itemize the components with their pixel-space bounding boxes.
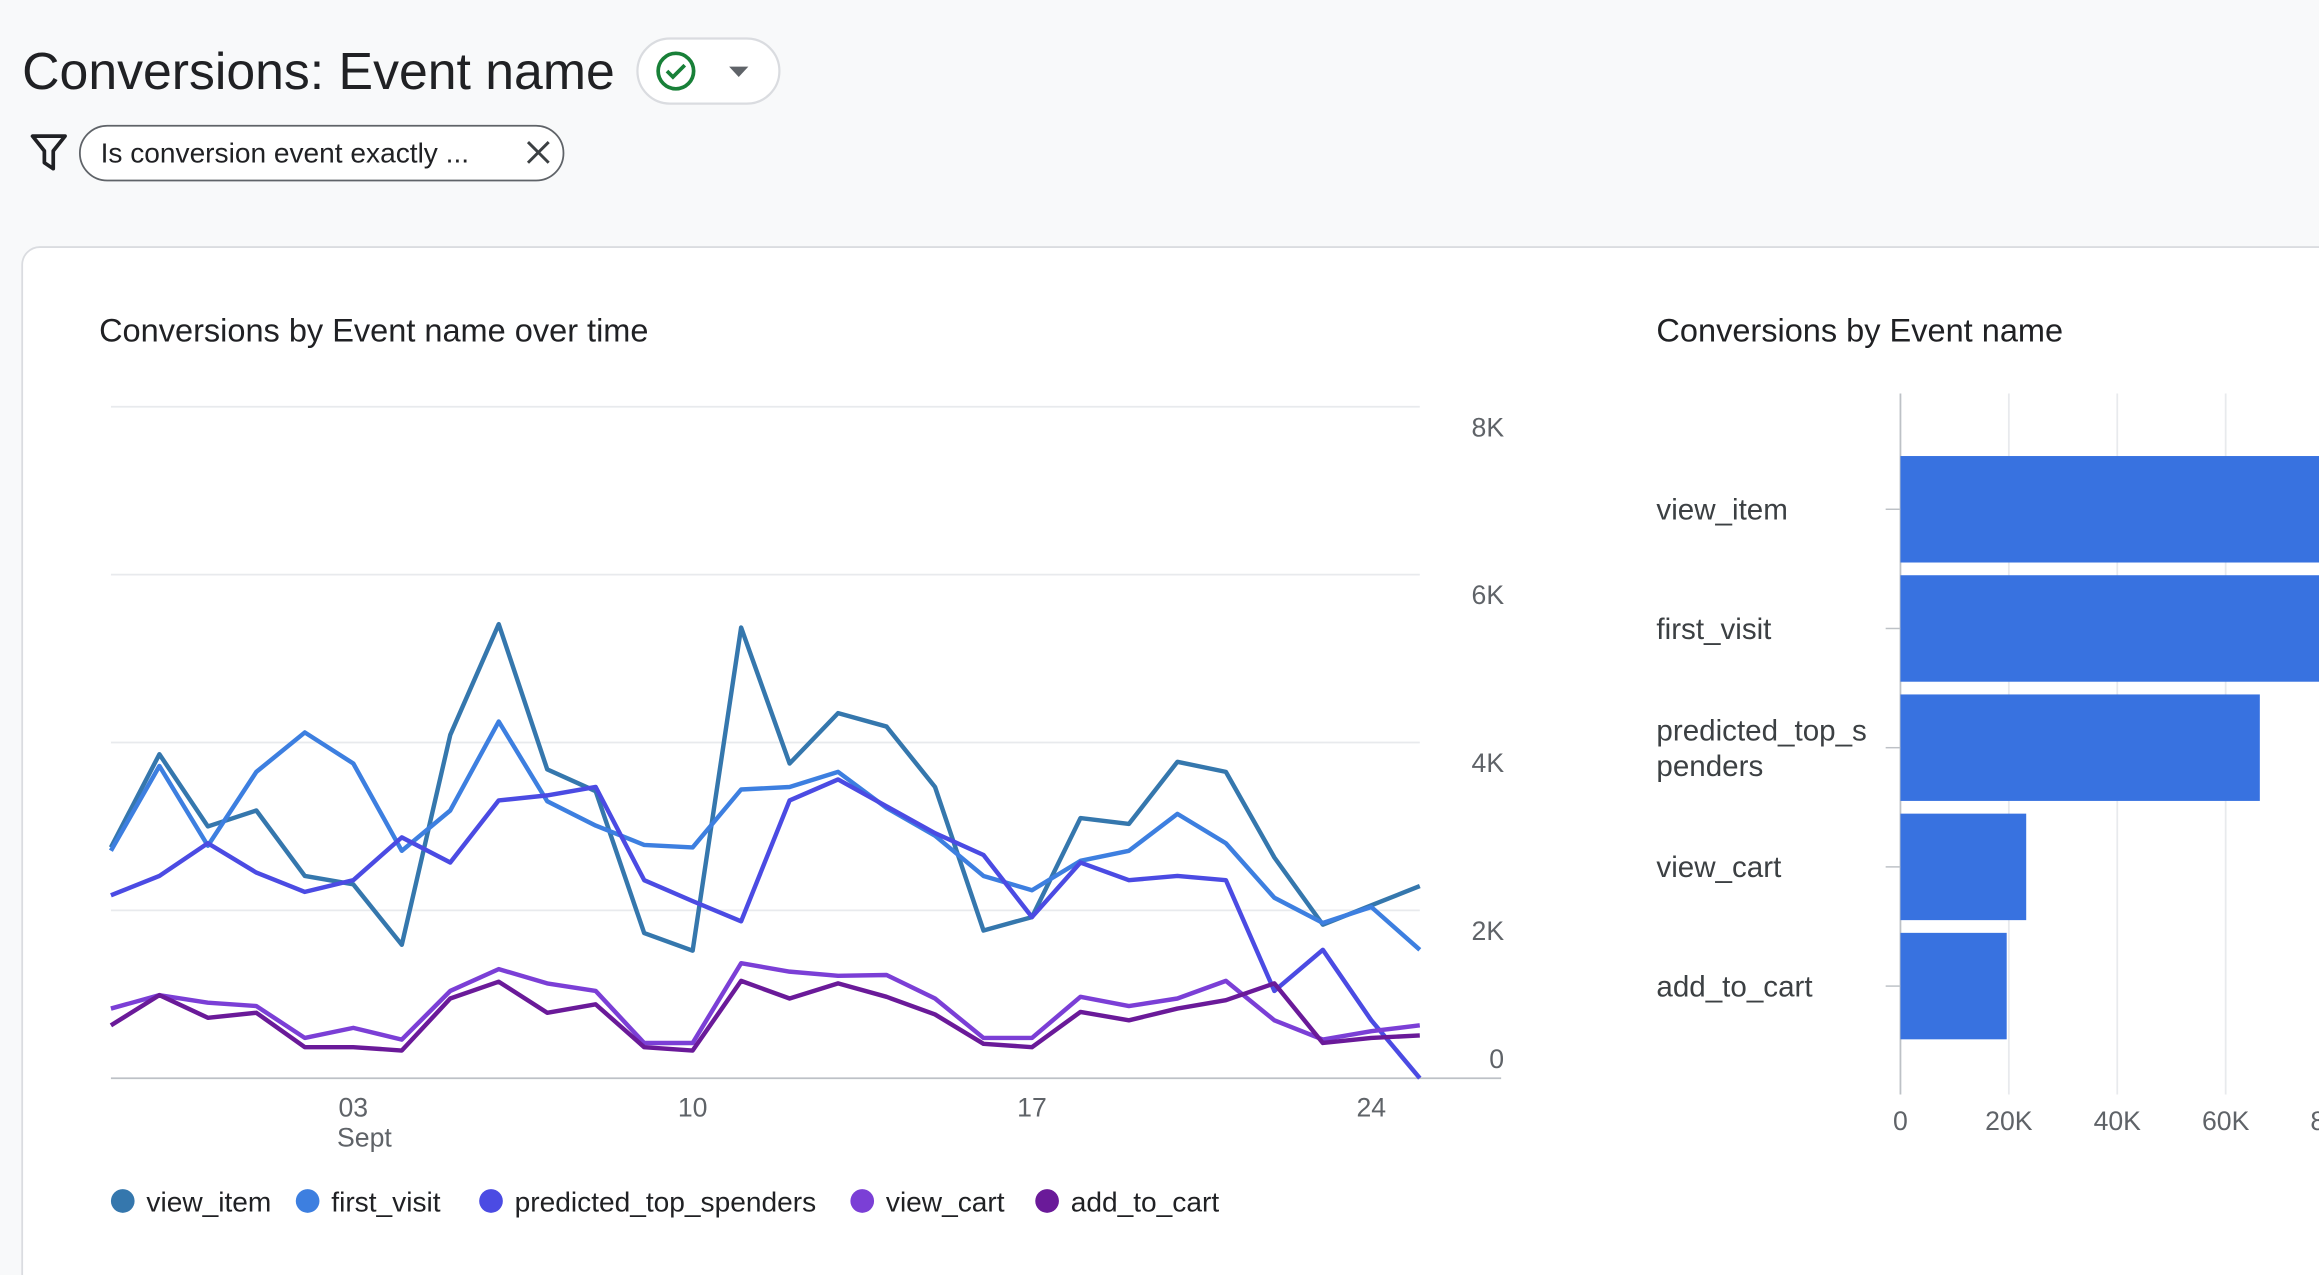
- filter-icon: [30, 134, 67, 171]
- legend-swatch: [850, 1189, 875, 1213]
- bar: [1900, 456, 2319, 563]
- series-line: [108, 621, 1421, 953]
- x-tick-label: 03: [339, 1093, 369, 1123]
- card: [21, 246, 2319, 1275]
- legend-swatch: [110, 1189, 135, 1213]
- y-tick-label: 4K: [1472, 748, 1505, 778]
- check-icon: [656, 51, 696, 91]
- legend-label: view_item: [146, 1186, 271, 1217]
- check-mark: [665, 63, 687, 80]
- filter-text: Is conversion event exactly ...: [101, 138, 470, 169]
- chart-title: Conversions by Event name: [1656, 313, 2063, 349]
- filter-chip[interactable]: [78, 124, 565, 182]
- legend-swatch: [479, 1189, 503, 1213]
- y-tick-label: first_visit: [1656, 613, 1771, 646]
- y-tick-label: predicted_top_s penders: [1656, 714, 1866, 782]
- y-tick-label: 0: [1489, 1044, 1504, 1074]
- chart-title: Conversions by Event name over time: [99, 313, 648, 349]
- legend-label: predicted_top_spenders: [515, 1186, 816, 1217]
- label-line: penders: [1656, 750, 1763, 783]
- bar: [1900, 932, 2007, 1040]
- series-line: [108, 719, 1422, 952]
- y-tick-label: 2K: [1472, 916, 1505, 946]
- bar: [1900, 575, 2319, 682]
- x-tick-label: 17: [1017, 1093, 1047, 1123]
- legend-swatch: [295, 1189, 320, 1213]
- y-tick-label: add_to_cart: [1656, 970, 1812, 1003]
- x-tick-label: 24: [1357, 1093, 1387, 1123]
- line-chart: Conversions by Event name over time 0 2K 4K…: [99, 313, 1504, 1218]
- x-tick-label: 10: [678, 1093, 708, 1123]
- series-line: [110, 961, 1421, 1046]
- legend-swatch: [1035, 1189, 1059, 1213]
- series-line: [109, 978, 1420, 1053]
- x-tick-label: 0: [1893, 1106, 1908, 1136]
- y-tick-label: 8K: [1472, 412, 1505, 442]
- legend-label: first_visit: [331, 1186, 440, 1217]
- y-tick-label: view_item: [1656, 494, 1787, 527]
- y-tick-label: 6K: [1472, 580, 1505, 610]
- x-tick-label: 60K: [2202, 1106, 2250, 1136]
- label-line: predicted_top_s: [1656, 714, 1866, 747]
- legend-label: view_cart: [886, 1186, 1005, 1217]
- legend-label: add_to_cart: [1071, 1186, 1220, 1217]
- x-tick-label: 80K: [2310, 1106, 2319, 1136]
- x-tick-label: 20K: [1985, 1106, 2033, 1136]
- y-tick-label: view_cart: [1656, 851, 1781, 884]
- x-sublabel: Sept: [337, 1122, 392, 1152]
- bar: [1900, 813, 2027, 921]
- bar: [1900, 694, 2260, 801]
- remove-filter[interactable]: [526, 141, 550, 164]
- series-line: [110, 777, 1422, 1080]
- page-title: Conversions: Event name: [22, 42, 615, 100]
- x-tick-label: 40K: [2094, 1106, 2142, 1136]
- bar-chart: Conversions by Event name 0 20K 40K 60K 80K vi…: [1656, 313, 2319, 1136]
- dropdown-caret: [729, 66, 749, 77]
